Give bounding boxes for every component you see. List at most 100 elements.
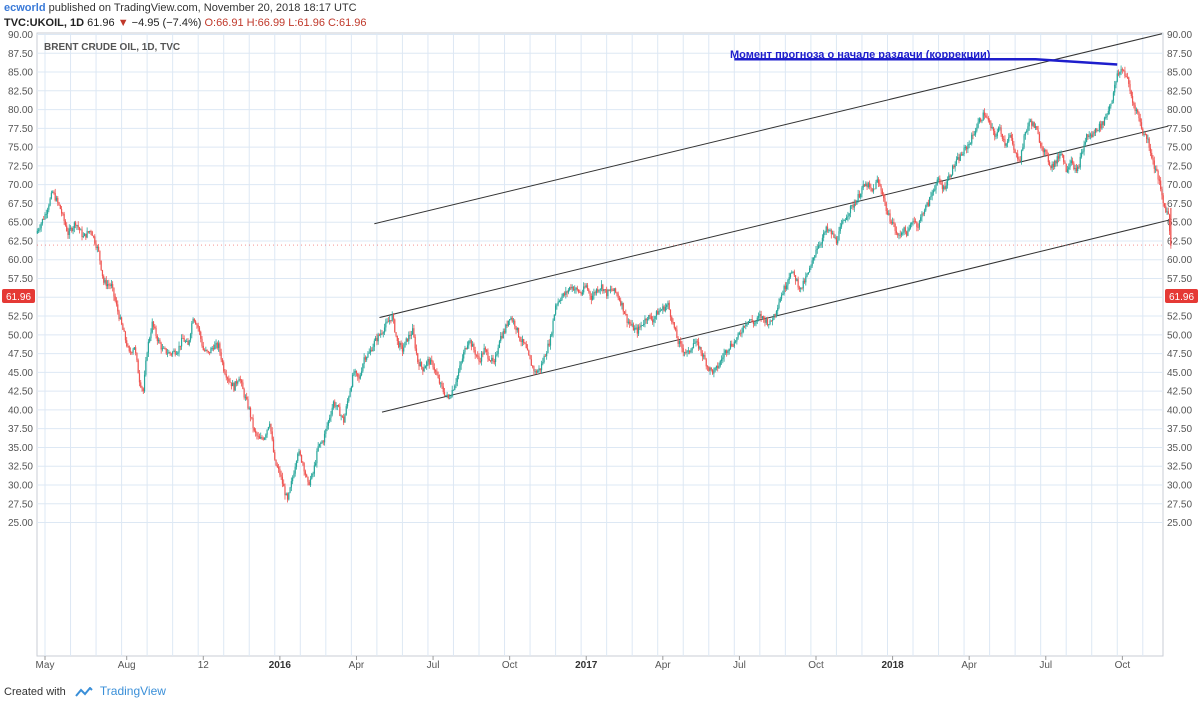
candle <box>329 414 331 424</box>
annotation-line[interactable] <box>734 58 1118 66</box>
candle <box>871 188 873 193</box>
candle <box>354 368 356 377</box>
candle <box>696 339 698 346</box>
candle <box>1109 104 1111 115</box>
candle <box>648 314 650 321</box>
candle <box>544 354 546 357</box>
candle <box>556 303 558 310</box>
annotation-text[interactable]: Момент прогноза о начале раздачи (коррек… <box>730 49 991 61</box>
candle <box>128 345 130 353</box>
candle <box>315 459 317 467</box>
candle <box>543 354 545 364</box>
channel-trend-line[interactable] <box>374 33 1163 225</box>
candle <box>694 338 696 344</box>
candle <box>572 286 575 291</box>
candle <box>510 316 512 321</box>
price-badge-left: 61.96 <box>2 289 35 303</box>
candle <box>987 115 989 123</box>
candle <box>741 327 743 338</box>
candle <box>316 448 318 468</box>
candle <box>558 299 561 303</box>
channel-lines[interactable] <box>374 33 1170 413</box>
y-tick-label-left: 87.50 <box>8 49 33 60</box>
candle <box>657 308 659 315</box>
candle <box>714 367 716 373</box>
candle <box>931 189 933 201</box>
candle <box>145 356 147 377</box>
y-axis-left: 25.00 27.50 30.00 32.50 35.00 37.50 40.00 42.50… <box>8 30 33 529</box>
candle <box>1050 165 1052 171</box>
candle <box>242 379 244 390</box>
candle <box>992 126 995 136</box>
candle <box>1086 133 1088 143</box>
candle <box>371 347 373 352</box>
candle <box>1009 132 1011 138</box>
candle <box>344 413 346 423</box>
candle <box>916 221 918 232</box>
candle <box>690 348 692 354</box>
candle <box>521 335 524 347</box>
candle <box>851 204 853 210</box>
candle <box>486 348 488 356</box>
candle <box>937 176 940 183</box>
candle <box>307 476 309 486</box>
candle <box>198 325 201 336</box>
candle <box>811 257 813 268</box>
author-name[interactable]: ecworld <box>4 2 46 14</box>
candle <box>262 436 264 441</box>
candle <box>995 133 997 140</box>
candle <box>658 308 660 315</box>
candle <box>415 344 418 356</box>
y-tick-label-right: 67.50 <box>1167 199 1192 210</box>
candle <box>1168 213 1171 236</box>
candle <box>193 318 195 323</box>
candle <box>889 209 891 224</box>
candle <box>727 349 729 356</box>
candle <box>366 356 368 362</box>
candle <box>306 473 308 478</box>
candle <box>1114 80 1116 96</box>
candle <box>589 290 591 300</box>
candle <box>368 348 370 354</box>
candle <box>673 322 675 330</box>
tradingview-brand[interactable]: TradingView <box>99 684 166 698</box>
candle <box>783 284 785 296</box>
candle <box>214 341 216 350</box>
candle <box>1144 131 1146 136</box>
candle <box>930 191 932 200</box>
candle <box>48 203 50 213</box>
candle <box>463 349 465 362</box>
channel-trend-line[interactable] <box>379 125 1169 319</box>
candle <box>1079 152 1081 170</box>
candle <box>960 151 963 156</box>
candle <box>460 360 462 370</box>
published-header: ecworld published on TradingView.com, No… <box>4 2 357 14</box>
candle <box>908 224 910 232</box>
candle <box>1003 135 1005 143</box>
candle <box>177 351 179 356</box>
candle <box>893 218 895 228</box>
candle <box>1018 156 1020 163</box>
price-badge-right: 61.96 <box>1165 289 1198 303</box>
candle <box>686 350 688 357</box>
candle <box>62 211 64 216</box>
candle <box>404 341 406 348</box>
channel-trend-line[interactable] <box>381 219 1170 413</box>
candle <box>946 176 949 189</box>
candle <box>687 346 689 355</box>
candle <box>255 428 257 437</box>
candle <box>312 471 314 478</box>
candle <box>562 292 564 298</box>
candle <box>826 223 829 233</box>
candle <box>540 360 543 374</box>
candle <box>1040 141 1042 149</box>
candle <box>849 204 852 218</box>
candle <box>1043 148 1046 157</box>
candle <box>1142 127 1144 136</box>
candle <box>280 470 282 480</box>
candle <box>133 347 135 350</box>
candle <box>455 378 457 389</box>
candle <box>774 313 776 319</box>
candle <box>303 462 305 476</box>
